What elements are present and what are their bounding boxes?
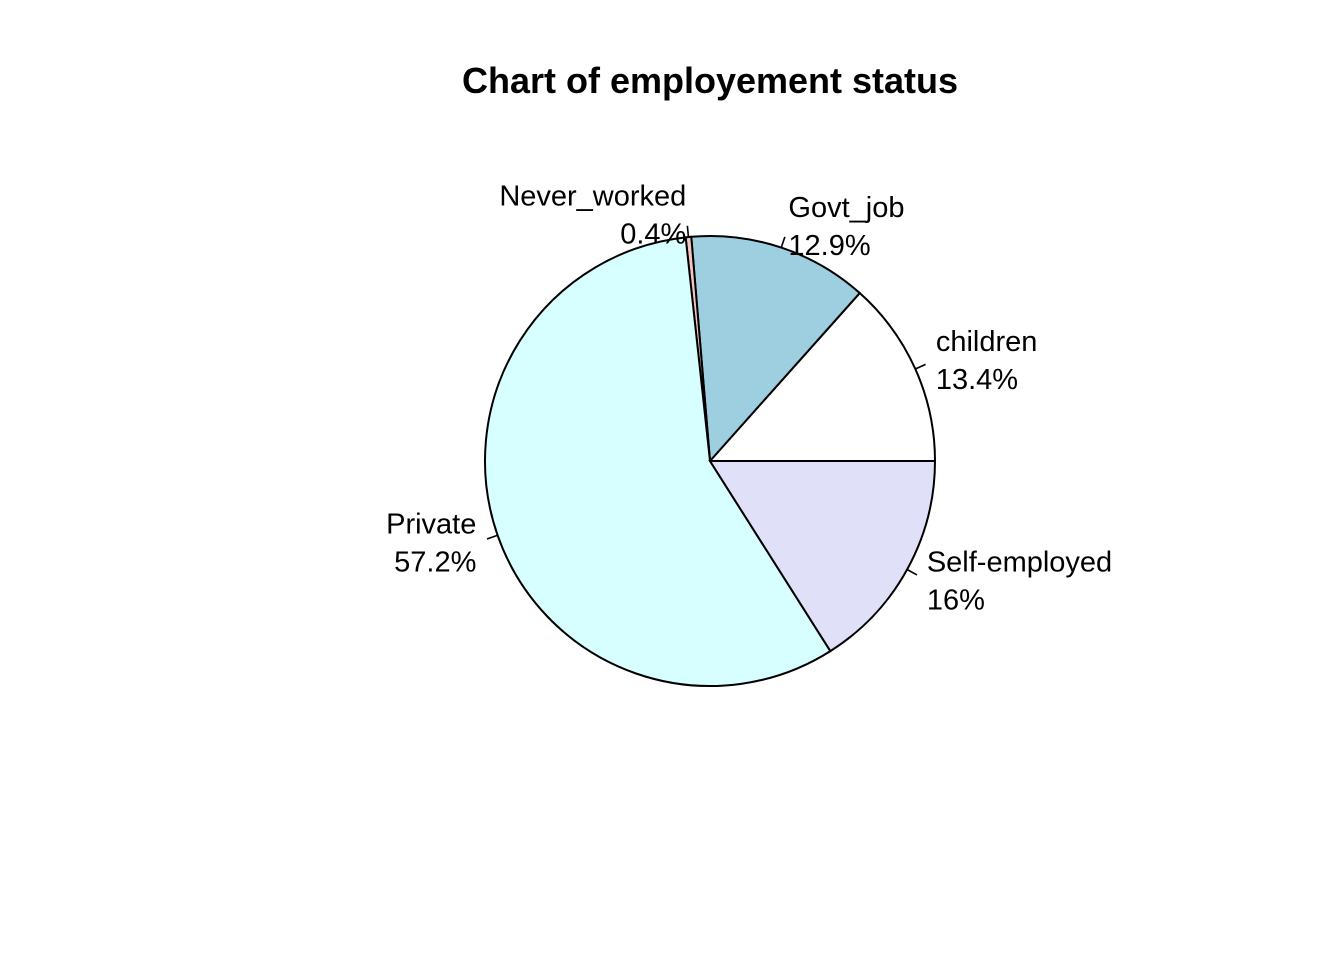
- slice-percent-label: 12.9%: [788, 230, 870, 262]
- label-tick-children: [914, 363, 926, 370]
- pie-slices: [484, 235, 937, 687]
- label-ticks: [486, 225, 926, 576]
- slice-category-label: Never_worked: [499, 181, 686, 213]
- slice-percent-label: 0.4%: [620, 219, 686, 251]
- slice-label-private: Private 57.2%: [386, 509, 476, 579]
- pie-slice-private: [484, 236, 832, 687]
- slice-label-children: children 13.4%: [936, 326, 1038, 396]
- chart-title: Chart of employement status: [462, 60, 958, 101]
- slice-category-label: Govt_job: [788, 192, 904, 224]
- pie-slice-govt-job: [690, 235, 862, 464]
- slice-labels: children 13.4% Govt_job 12.9% Never_worked 0.…: [386, 181, 1112, 617]
- slice-category-label: Private: [386, 509, 476, 541]
- label-tick-self-employed: [906, 568, 918, 576]
- slice-percent-label: 16%: [927, 584, 985, 616]
- label-tick-never-worked: [686, 225, 690, 238]
- slice-label-self-employed: Self-employed 16%: [927, 546, 1112, 616]
- label-tick-govt-job: [780, 236, 786, 248]
- slice-percent-label: 57.2%: [394, 547, 476, 579]
- pie-slice-children: [707, 291, 937, 462]
- slice-category-label: Self-employed: [927, 546, 1112, 578]
- pie-slice-self-employed: [708, 460, 937, 653]
- slice-label-govt-job: Govt_job 12.9%: [788, 192, 904, 262]
- slice-label-never-worked: Never_worked 0.4%: [499, 181, 686, 251]
- slice-category-label: children: [936, 326, 1038, 358]
- label-tick-private: [486, 534, 498, 540]
- slice-percent-label: 13.4%: [936, 364, 1018, 396]
